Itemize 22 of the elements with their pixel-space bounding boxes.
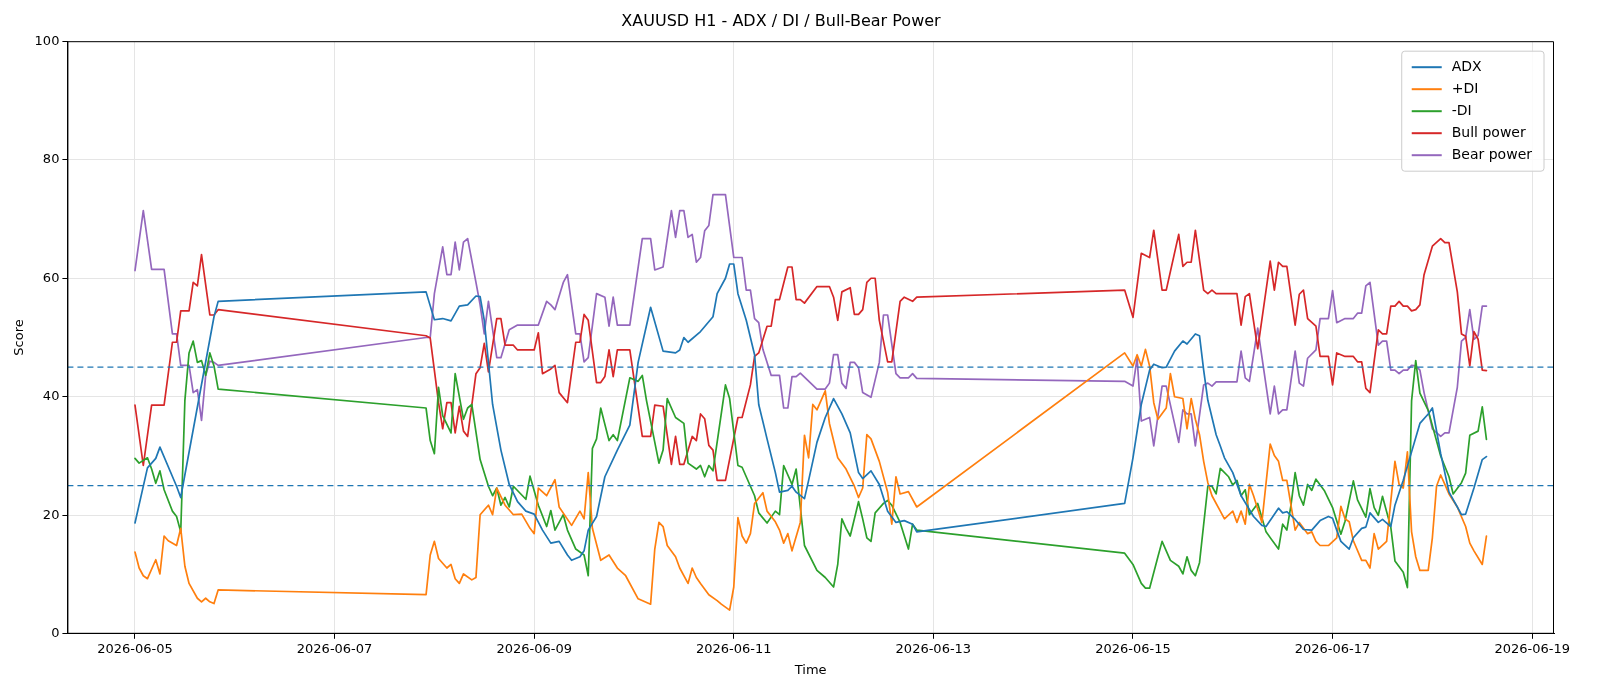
x-tick-label: 2026-06-13 xyxy=(895,640,972,656)
x-tick-label: 2026-06-07 xyxy=(296,640,373,656)
chart-title: XAUUSD H1 - ADX / DI / Bull-Bear Power xyxy=(621,10,942,30)
x-axis-title: Time xyxy=(793,661,827,677)
legend-label: -DI xyxy=(1451,101,1472,118)
legend-label: +DI xyxy=(1451,79,1479,96)
y-tick-label: 100 xyxy=(34,32,60,48)
x-tick-label: 2026-06-05 xyxy=(97,640,173,656)
y-tick-label: 80 xyxy=(42,151,60,167)
x-tick-label: 2026-06-17 xyxy=(1294,640,1371,656)
y-tick-label: 40 xyxy=(42,388,60,404)
legend-label: ADX xyxy=(1451,57,1483,74)
y-tick-label: 60 xyxy=(42,269,60,285)
y-tick-label: 20 xyxy=(42,506,60,522)
x-tick-label: 2026-06-09 xyxy=(496,640,572,656)
y-tick-label: 0 xyxy=(51,625,60,641)
x-tick-label: 2026-06-11 xyxy=(696,640,772,656)
x-tick-label: 2026-06-15 xyxy=(1095,640,1171,656)
legend-label: Bear power xyxy=(1451,145,1533,162)
legend-label: Bull power xyxy=(1451,123,1526,140)
x-tick-label: 2026-06-19 xyxy=(1494,640,1570,656)
y-axis-title: Score xyxy=(11,319,27,356)
